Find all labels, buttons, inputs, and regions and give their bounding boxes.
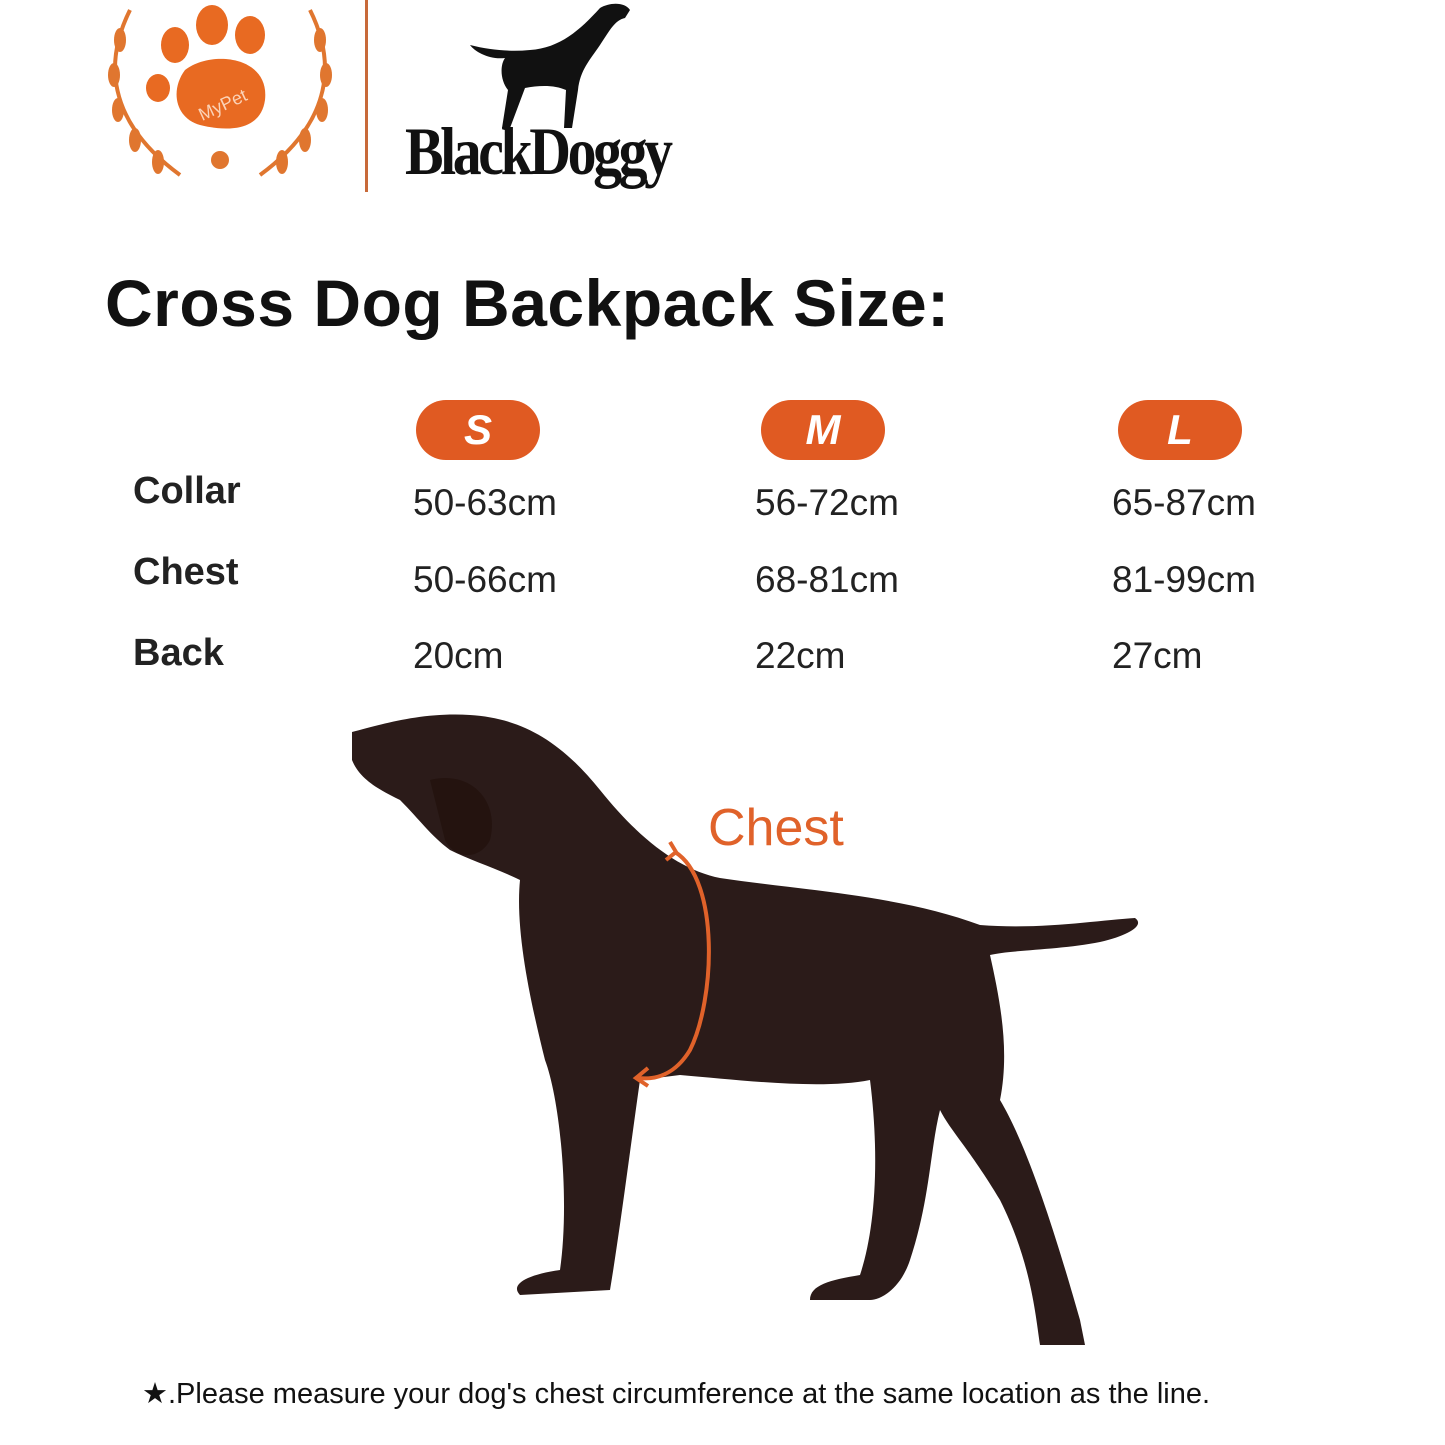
back-s: 20cm xyxy=(413,635,504,676)
chest-m: 68-81cm xyxy=(755,559,899,600)
collar-s: 50-63cm xyxy=(413,482,557,523)
blackdoggy-dog-logo-icon xyxy=(470,3,630,129)
measure-note: ★.Please measure your dog's chest circum… xyxy=(142,1378,1211,1410)
size-badge-l: L xyxy=(1118,400,1242,460)
collar-m: 56-72cm xyxy=(755,482,899,523)
back-m: 22cm xyxy=(755,635,846,676)
page-title: Cross Dog Backpack Size: xyxy=(105,266,950,340)
row-label-back: Back xyxy=(133,632,224,674)
collar-l: 65-87cm xyxy=(1112,482,1256,523)
size-badge-s: S xyxy=(416,400,540,460)
chest-measure-line xyxy=(632,840,711,1088)
chest-s: 50-66cm xyxy=(413,559,557,600)
row-label-collar: Collar xyxy=(133,470,241,512)
blackdoggy-logo-text: BlackDoggy xyxy=(405,113,673,189)
dog-ear-shape xyxy=(430,778,492,855)
back-l: 27cm xyxy=(1112,635,1203,676)
chest-l: 81-99cm xyxy=(1112,559,1256,600)
mypet-logo: MyPet xyxy=(108,5,332,177)
logo-divider xyxy=(365,0,368,192)
row-label-chest: Chest xyxy=(133,551,239,593)
size-badge-m: M xyxy=(761,400,885,460)
dog-silhouette-icon xyxy=(352,714,1139,1345)
chest-measure-label: Chest xyxy=(708,799,844,857)
